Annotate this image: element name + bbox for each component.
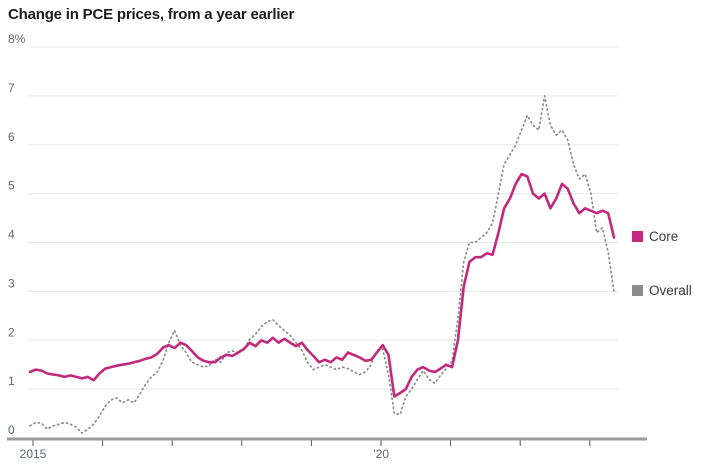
y-axis-label: 5 bbox=[8, 179, 15, 193]
core-line bbox=[28, 172, 616, 398]
y-axis-label: 6 bbox=[8, 130, 15, 144]
x-axis-label: ’20 bbox=[373, 447, 389, 461]
y-axis-label: 8% bbox=[8, 32, 26, 46]
legend-label-overall: Overall bbox=[649, 283, 692, 298]
overall-line bbox=[29, 95, 615, 434]
x-axis-label: 2015 bbox=[20, 447, 47, 461]
core-swatch-icon bbox=[632, 231, 643, 242]
legend-item-overall: Overall bbox=[632, 283, 692, 298]
legend-label-core: Core bbox=[649, 229, 679, 244]
chart-title: Change in PCE prices, from a year earlie… bbox=[8, 6, 295, 23]
y-axis-label: 1 bbox=[8, 374, 15, 388]
y-axis-label: 3 bbox=[8, 276, 15, 290]
y-axis-label: 2 bbox=[8, 325, 15, 339]
y-axis-label: 4 bbox=[8, 228, 15, 242]
legend-item-core: Core bbox=[632, 229, 678, 244]
y-axis-label: 7 bbox=[8, 81, 15, 95]
overall-swatch-icon bbox=[632, 285, 643, 296]
y-axis-label: 0 bbox=[8, 423, 15, 437]
